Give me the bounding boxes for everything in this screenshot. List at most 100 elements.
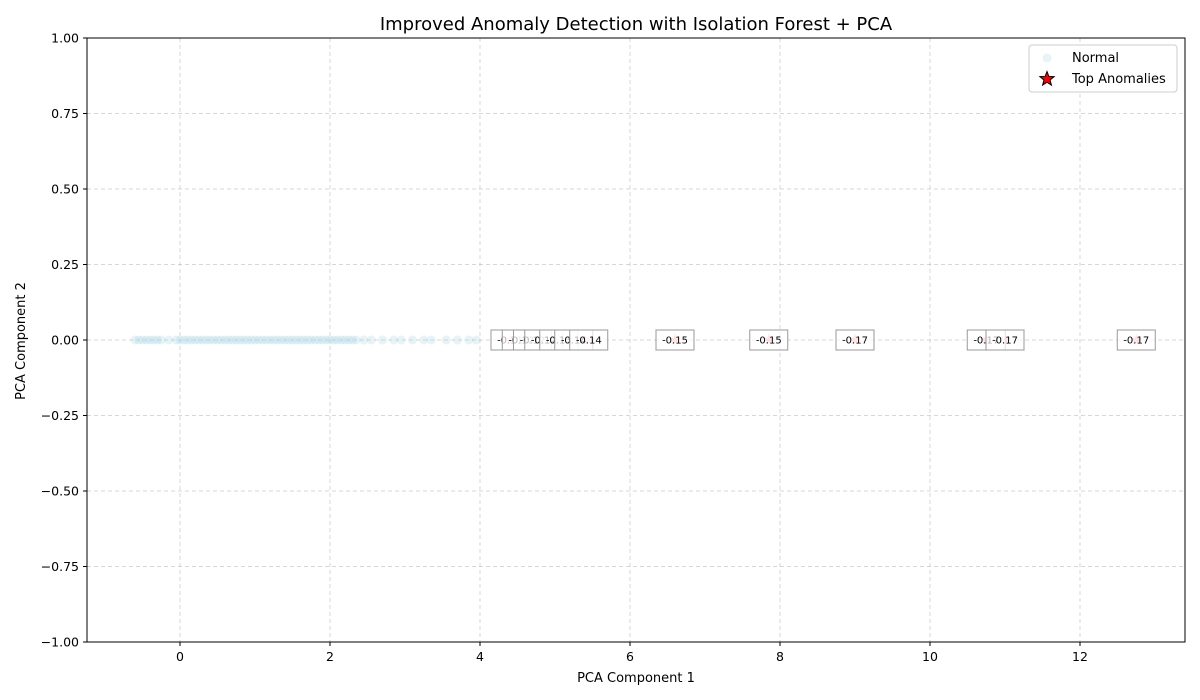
normal-point	[321, 335, 331, 345]
normal-point	[258, 335, 267, 345]
y-tick-label: 0.25	[51, 257, 79, 272]
normal-point	[243, 335, 252, 345]
normal-point	[153, 335, 162, 345]
normal-point	[205, 335, 215, 345]
normal-point	[145, 335, 155, 345]
normal-point	[231, 335, 241, 345]
normal-point	[291, 335, 301, 345]
normal-point	[186, 335, 196, 345]
annotation-box	[835, 329, 875, 351]
normal-point	[175, 335, 185, 345]
normal-point	[250, 335, 260, 345]
legend-marker-star-icon	[1038, 70, 1056, 87]
normal-point	[254, 335, 264, 345]
normal-point	[453, 335, 462, 345]
normal-point	[265, 335, 275, 345]
normal-point	[366, 335, 376, 345]
annotation-text: -0.17	[842, 336, 868, 347]
y-tick-label: −0.50	[41, 484, 79, 499]
y-tick-label: −0.75	[41, 559, 79, 574]
normal-point	[378, 335, 387, 345]
normal-point	[190, 335, 200, 345]
chart-title: Improved Anomaly Detection with Isolatio…	[380, 14, 893, 35]
legend-label-anomalies: Top Anomalies	[1071, 72, 1166, 87]
normal-point	[299, 335, 309, 345]
normal-point	[201, 335, 211, 345]
x-tick-label: 0	[176, 649, 184, 664]
anomaly-score-annotation: -0.15	[655, 329, 695, 351]
annotation-text: -0.15	[662, 336, 688, 347]
legend: Normal Top Anomalies	[1028, 44, 1178, 93]
normal-point	[149, 335, 159, 345]
x-tick-label: 2	[326, 649, 334, 664]
x-tick-label: 10	[922, 649, 938, 664]
y-tick-label: 0.50	[51, 182, 79, 197]
normal-point	[164, 335, 174, 345]
normal-point	[198, 335, 207, 345]
normal-point	[220, 335, 230, 345]
normal-point	[318, 335, 327, 345]
normal-point	[351, 335, 361, 345]
normal-point	[288, 335, 297, 345]
normal-point	[269, 335, 279, 345]
normal-point	[464, 335, 474, 345]
normal-point	[344, 335, 354, 345]
normal-point	[134, 335, 144, 345]
annotation-text: -0.15	[756, 336, 782, 347]
normal-point	[336, 335, 346, 345]
normal-point	[141, 335, 151, 345]
normal-point	[310, 335, 320, 345]
axis-ticks: 0 2 4 6 8 10 12 −1.00 −0.75 −0.50 −0.25 0.00 0.25 0.5…	[41, 31, 1088, 665]
normal-point	[359, 335, 369, 345]
normal-point	[183, 335, 192, 345]
normal-point	[419, 335, 429, 345]
annotation-box	[749, 329, 789, 351]
annotation-box	[985, 329, 1025, 351]
normal-point	[261, 335, 271, 345]
normal-point	[389, 335, 399, 345]
annotation-box	[655, 329, 695, 351]
normal-point	[471, 335, 481, 345]
x-tick-label: 4	[476, 649, 484, 664]
normal-point	[329, 335, 339, 345]
normal-point	[171, 335, 181, 345]
y-tick-label: 0.75	[51, 106, 79, 121]
normal-point	[408, 335, 417, 345]
normal-point	[280, 335, 290, 345]
normal-point	[239, 335, 249, 345]
x-tick-label: 12	[1072, 649, 1088, 664]
normal-point	[348, 335, 357, 345]
normal-point	[273, 335, 282, 345]
anomaly-score-annotation: -0.15	[749, 329, 789, 351]
annotation-text: -0.17	[1123, 336, 1149, 347]
normal-point	[224, 335, 234, 345]
normal-point	[194, 335, 204, 345]
normal-point	[325, 335, 335, 345]
legend-label-normal: Normal	[1072, 51, 1119, 66]
normal-point	[213, 335, 222, 345]
normal-point	[314, 335, 324, 345]
normal-points	[130, 335, 481, 345]
normal-point	[333, 335, 342, 345]
normal-point	[284, 335, 294, 345]
anomaly-score-annotation: -0.14	[569, 329, 609, 351]
legend-marker-normal	[1042, 53, 1052, 63]
normal-point	[295, 335, 305, 345]
legend-box	[1028, 44, 1178, 93]
normal-point	[306, 335, 316, 345]
normal-point	[276, 335, 286, 345]
normal-point	[426, 335, 436, 345]
annotation-text: -0.14	[576, 336, 602, 347]
normal-point	[156, 335, 166, 345]
normal-point	[246, 335, 256, 345]
normal-point	[228, 335, 237, 345]
y-tick-label: 1.00	[51, 31, 79, 46]
annotation-box	[569, 329, 609, 351]
normal-point	[216, 335, 226, 345]
anomaly-score-annotation: -0.17	[985, 329, 1025, 351]
anomaly-score-annotation: -0.17	[835, 329, 875, 351]
annotation-text: -0.17	[992, 336, 1018, 347]
y-tick-label: 0.00	[51, 333, 79, 348]
normal-point	[303, 335, 312, 345]
